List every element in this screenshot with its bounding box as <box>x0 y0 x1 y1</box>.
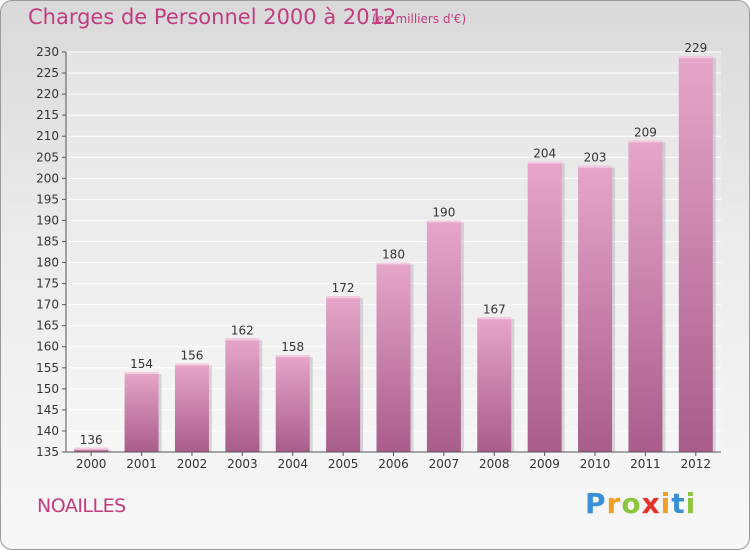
bar-highlight <box>477 317 512 320</box>
x-tick-label: 2004 <box>277 457 308 471</box>
data-label: 136 <box>80 433 103 447</box>
x-tick-label: 2005 <box>328 457 359 471</box>
bar <box>678 56 713 453</box>
bar <box>426 220 461 452</box>
proxiti-logo[interactable]: Proxiti <box>585 487 696 520</box>
chart-subtitle: (en milliers d'€) <box>372 12 467 26</box>
data-label: 229 <box>684 41 707 55</box>
y-tick-label: 220 <box>36 87 59 101</box>
data-label: 162 <box>231 323 254 337</box>
bar-highlight <box>124 372 159 374</box>
bar <box>275 355 310 452</box>
x-tick-label: 2003 <box>227 457 258 471</box>
logo-letter: o <box>621 487 642 520</box>
bar-highlight <box>225 338 260 341</box>
bar-highlight <box>275 355 310 358</box>
bar-highlight <box>628 140 663 143</box>
y-tick-label: 185 <box>36 234 59 248</box>
x-tick-label: 2000 <box>76 457 107 471</box>
x-tick-label: 2007 <box>429 457 460 471</box>
data-label: 204 <box>533 146 556 160</box>
y-tick-label: 155 <box>36 361 59 375</box>
x-tick-label: 2006 <box>378 457 409 471</box>
y-tick-label: 160 <box>36 340 59 354</box>
bar <box>225 338 260 452</box>
y-tick-label: 210 <box>36 129 59 143</box>
bar <box>477 317 512 452</box>
x-tick-label: 2009 <box>529 457 560 471</box>
logo-letter: t <box>671 487 686 520</box>
data-label: 203 <box>584 151 607 165</box>
data-label: 180 <box>382 248 405 262</box>
bar <box>628 140 663 452</box>
y-tick-label: 190 <box>36 213 59 227</box>
y-tick-label: 165 <box>36 319 59 333</box>
bars: 136 154 156 162 158 172 180 190 167 204 203 209 229 <box>74 41 716 453</box>
data-label: 190 <box>432 205 455 219</box>
x-tick-label: 2012 <box>681 457 712 471</box>
bar-highlight <box>174 363 209 366</box>
bar <box>174 363 209 452</box>
logo-letter: i <box>660 487 672 520</box>
x-tick-label: 2010 <box>580 457 611 471</box>
axes: 135 140 145 150 155 160 165 170 175 180 185 190 195 2… <box>36 45 721 471</box>
logo-letter: P <box>585 487 607 520</box>
bar-highlight <box>426 220 461 223</box>
logo-letter: i <box>685 487 697 520</box>
bar-highlight <box>326 296 361 299</box>
y-tick-label: 135 <box>36 445 59 459</box>
y-tick-label: 170 <box>36 298 59 312</box>
y-tick-label: 140 <box>36 424 59 438</box>
logo-letter: r <box>606 487 622 520</box>
x-tick-label: 2001 <box>126 457 157 471</box>
bar <box>376 262 411 452</box>
bar-highlight <box>74 447 109 450</box>
data-label: 167 <box>483 302 506 316</box>
bar <box>527 161 562 452</box>
bar-highlight <box>678 56 713 59</box>
bar <box>326 296 361 452</box>
x-tick-label: 2002 <box>177 457 208 471</box>
bar-highlight <box>578 165 613 168</box>
y-tick-label: 225 <box>36 66 59 80</box>
bar <box>124 372 159 452</box>
city-name: NOAILLES <box>37 495 126 517</box>
bar <box>578 165 613 452</box>
y-tick-label: 145 <box>36 403 59 417</box>
bar-highlight <box>527 161 562 164</box>
y-tick-label: 230 <box>36 45 59 59</box>
y-tick-label: 175 <box>36 277 59 291</box>
bar-highlight <box>376 262 411 265</box>
y-tick-label: 205 <box>36 150 59 164</box>
x-tick-label: 2008 <box>479 457 510 471</box>
data-label: 209 <box>634 125 657 139</box>
y-tick-label: 150 <box>36 382 59 396</box>
logo-letter: x <box>641 487 661 520</box>
data-label: 172 <box>332 281 355 295</box>
y-tick-label: 215 <box>36 108 59 122</box>
chart-title: Charges de Personnel 2000 à 2012 <box>28 5 397 29</box>
bar <box>74 447 109 452</box>
data-label: 156 <box>181 349 204 363</box>
y-tick-label: 200 <box>36 171 59 185</box>
y-tick-label: 195 <box>36 192 59 206</box>
data-label: 158 <box>281 340 304 354</box>
y-tick-label: 180 <box>36 256 59 270</box>
x-tick-label: 2011 <box>630 457 661 471</box>
data-label: 154 <box>130 357 153 371</box>
